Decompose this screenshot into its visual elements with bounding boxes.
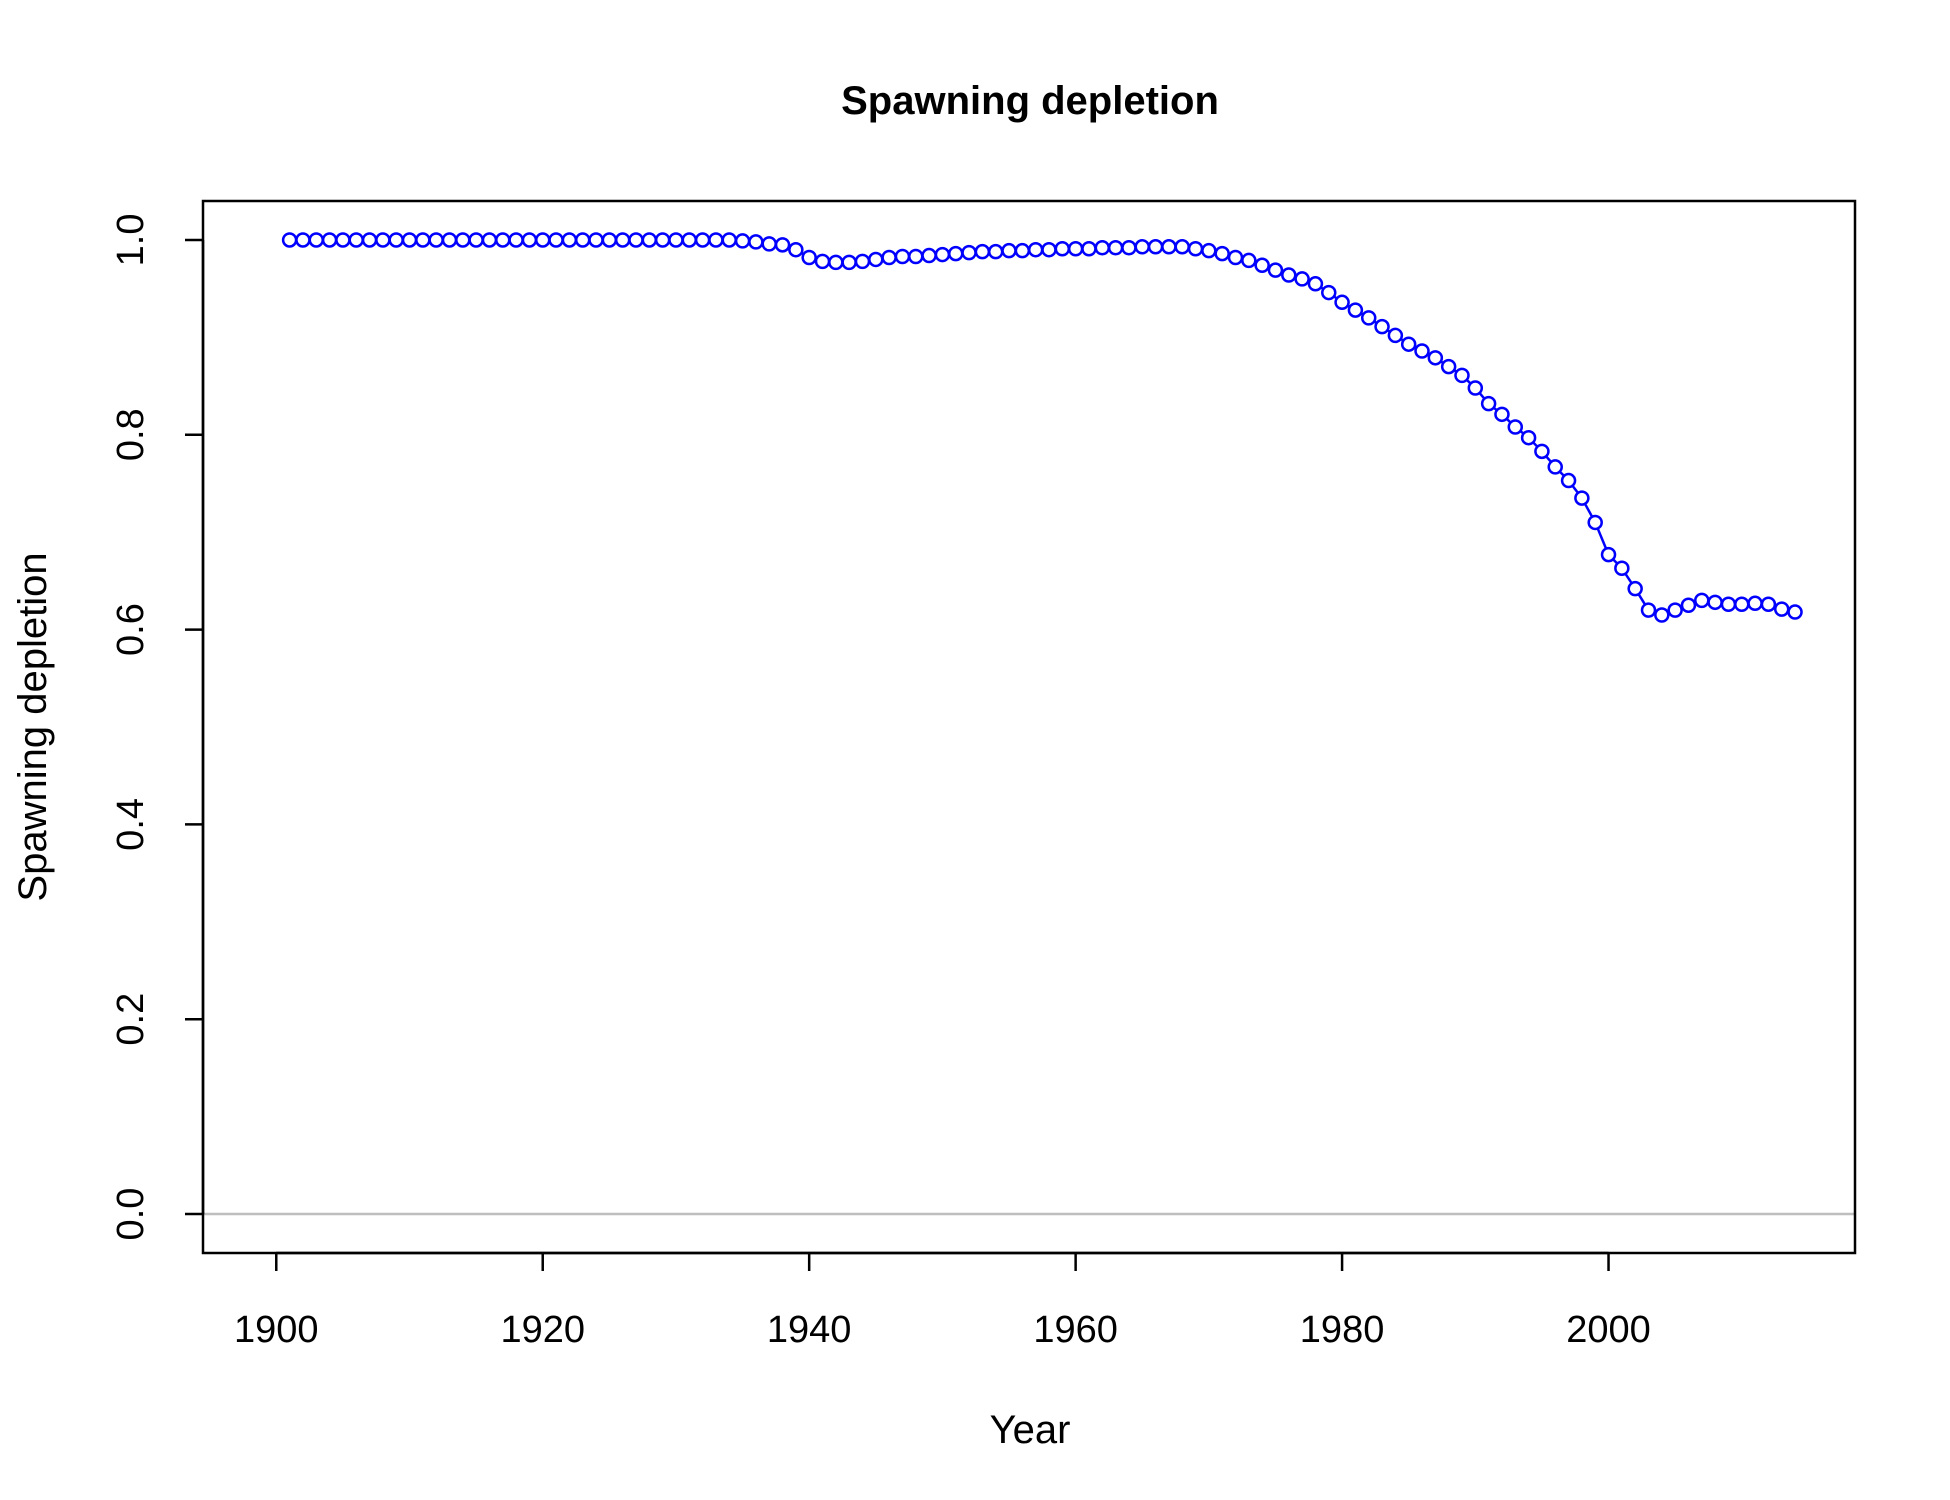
data-point (1480, 395, 1497, 412)
data-point (788, 241, 804, 258)
data-point (1347, 302, 1364, 318)
y-tick-label: 0.4 (110, 798, 152, 851)
data-point (1214, 245, 1230, 262)
data-point (1440, 358, 1457, 375)
data-point (1547, 459, 1563, 475)
data-point (1534, 443, 1550, 460)
series-segment (1545, 455, 1552, 463)
y-axis-label: Spawning depletion (11, 552, 55, 901)
y-tick-label: 0.6 (110, 603, 152, 656)
data-point (1494, 406, 1510, 423)
data-point (1267, 262, 1284, 278)
data-point (1321, 284, 1337, 301)
data-point (1414, 343, 1430, 359)
y-tick-label: 1.0 (110, 214, 152, 267)
data-point (801, 249, 817, 266)
data-point (1587, 514, 1603, 531)
data-point (1241, 252, 1257, 269)
series-segment (1583, 503, 1594, 518)
data-point (1627, 580, 1643, 597)
x-tick-label: 1920 (500, 1309, 585, 1351)
data-point (1467, 380, 1484, 396)
data-point (1281, 267, 1297, 283)
data-point (1680, 597, 1697, 613)
data-point (1454, 367, 1470, 384)
data-point (1520, 429, 1537, 446)
data-point (1614, 560, 1630, 576)
data-point (774, 237, 791, 253)
data-point (1254, 257, 1270, 274)
y-tick-label: 0.2 (110, 993, 152, 1046)
data-point (1507, 419, 1524, 435)
data-point (1760, 596, 1777, 613)
x-axis-label: Year (990, 1408, 1071, 1452)
series-layer (281, 232, 1803, 623)
data-point (1400, 336, 1417, 352)
data-point (1654, 607, 1670, 623)
data-point (1374, 318, 1390, 335)
data-point (1334, 294, 1350, 311)
data-point (1640, 602, 1657, 618)
plot-frame (201, 199, 1857, 1255)
series-segment (1571, 484, 1579, 494)
x-tick-label: 1940 (767, 1309, 852, 1351)
x-tick-label: 1980 (1300, 1309, 1385, 1351)
data-point (1360, 310, 1377, 326)
y-tick-label: 0.0 (110, 1188, 152, 1241)
data-point (1560, 472, 1577, 489)
data-point (1600, 546, 1617, 563)
series-segment (1478, 392, 1486, 400)
data-point (1294, 271, 1310, 287)
data-point (1574, 490, 1590, 506)
x-tick-label: 1900 (234, 1309, 319, 1351)
x-tick-label: 1960 (1033, 1309, 1118, 1351)
chart-title: Spawning depletion (841, 79, 1219, 123)
series-segment (1637, 593, 1647, 606)
data-point (1667, 602, 1683, 618)
axes-layer: 1900 1920 1940 1960 1980 2000 0.0 0.2 0.4 0.6 0.8 1… (110, 214, 1651, 1351)
data-point (1427, 350, 1444, 366)
x-tick-label: 2000 (1566, 1309, 1651, 1351)
series-segment (1624, 572, 1633, 584)
series-segment (1596, 527, 1608, 550)
y-tick-label: 0.8 (110, 408, 152, 461)
data-point (1307, 276, 1324, 292)
data-point (1787, 604, 1803, 620)
data-point (1387, 327, 1404, 344)
